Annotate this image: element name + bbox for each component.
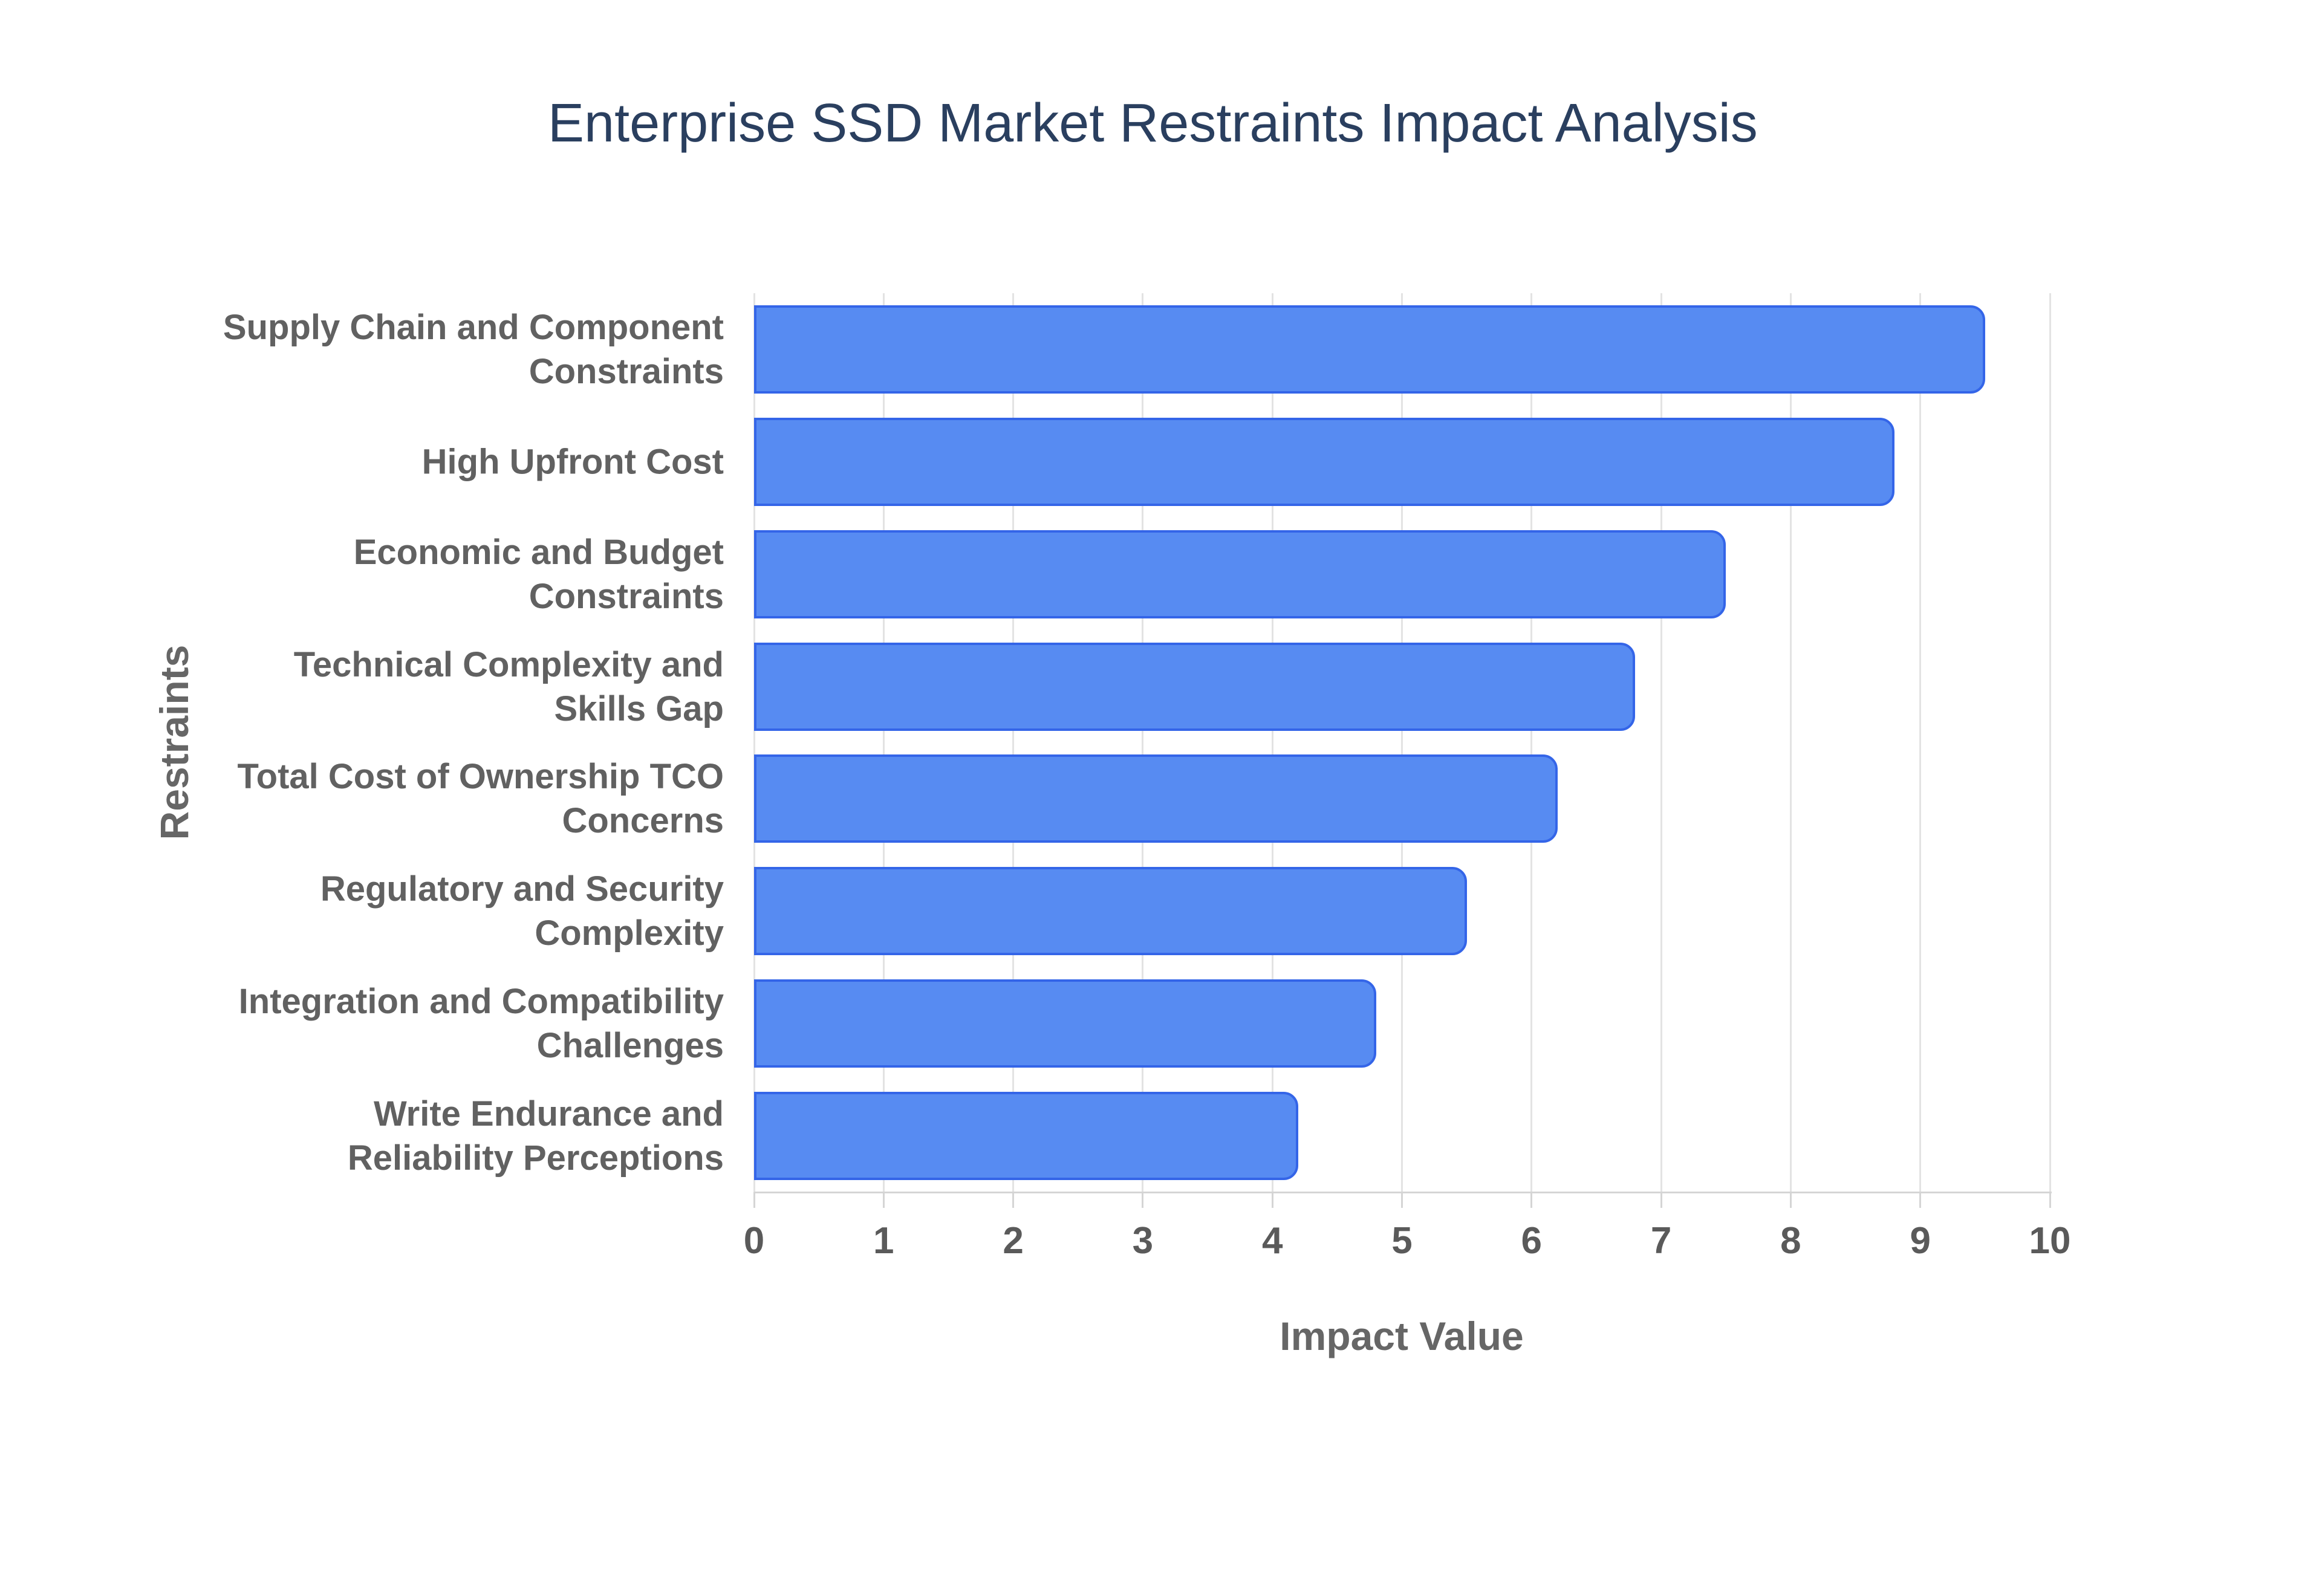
x-tick-label: 0: [743, 1220, 765, 1262]
gridline: [1789, 293, 1792, 1192]
y-tick-label: Economic and Budget Constraints: [353, 532, 724, 616]
gridline: [1401, 293, 1403, 1192]
y-tick-label: Regulatory and Security Complexity: [320, 869, 724, 953]
gridline: [1271, 293, 1273, 1192]
x-tick-label: 1: [873, 1220, 894, 1262]
bar: [754, 1092, 1299, 1181]
y-tick-label: Total Cost of Ownership TCO Concerns: [237, 757, 724, 841]
gridline: [1012, 293, 1015, 1192]
x-tick-mark: [1919, 1192, 1922, 1208]
x-tick-mark: [1660, 1192, 1662, 1208]
y-tick-label: High Upfront Cost: [421, 442, 724, 482]
bar: [754, 979, 1376, 1068]
x-tick-mark: [2049, 1192, 2051, 1208]
x-tick-mark: [1142, 1192, 1144, 1208]
x-tick-label: 3: [1132, 1220, 1154, 1262]
x-tick-label: 2: [1003, 1220, 1024, 1262]
bar: [754, 305, 1985, 394]
x-tick-label: 10: [2029, 1220, 2071, 1262]
x-tick-label: 5: [1391, 1220, 1413, 1262]
x-tick-mark: [753, 1192, 755, 1208]
gridline: [753, 293, 755, 1192]
x-tick-mark: [1401, 1192, 1403, 1208]
bar: [754, 867, 1467, 956]
x-axis-title: Impact Value: [1280, 1314, 1524, 1358]
gridline: [1142, 293, 1144, 1192]
x-tick-mark: [1271, 1192, 1273, 1208]
y-tick-label: Write Endurance and Reliability Percepti…: [347, 1094, 724, 1178]
y-tick-label: Integration and Compatibility Challenges: [238, 982, 724, 1066]
bar: [754, 642, 1636, 731]
bar: [754, 530, 1726, 618]
gridline: [1660, 293, 1662, 1192]
y-tick-label: Technical Complexity and Skills Gap: [293, 644, 724, 728]
gridline: [1919, 293, 1922, 1192]
gridline: [2049, 293, 2051, 1192]
x-tick-label: 9: [1910, 1220, 1931, 1262]
bar: [754, 417, 1894, 506]
x-tick-mark: [1012, 1192, 1015, 1208]
x-tick-mark: [882, 1192, 885, 1208]
x-tick-label: 7: [1650, 1220, 1672, 1262]
x-tick-label: 6: [1521, 1220, 1543, 1262]
gridline: [1530, 293, 1533, 1192]
x-tick-mark: [1530, 1192, 1533, 1208]
gridline: [882, 293, 885, 1192]
x-tick-mark: [1789, 1192, 1792, 1208]
y-axis-title: Restraints: [152, 644, 197, 840]
bar: [754, 754, 1558, 843]
chart-title: Enterprise SSD Market Restraints Impact …: [548, 93, 1758, 154]
x-tick-label: 8: [1780, 1220, 1801, 1262]
x-tick-label: 4: [1261, 1220, 1283, 1262]
y-tick-label: Supply Chain and Component Constraints: [223, 307, 724, 391]
plot-area: [753, 293, 2051, 1192]
x-axis-line: [754, 1192, 2052, 1193]
